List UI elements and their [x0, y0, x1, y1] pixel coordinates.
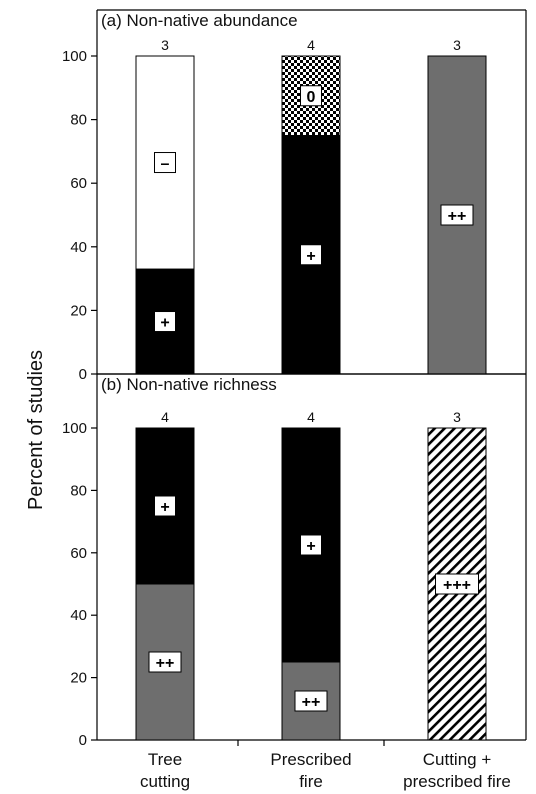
bar: +++ 3	[427, 409, 487, 741]
y-tick-label: 40	[70, 607, 87, 624]
y-tick-label: 60	[70, 175, 87, 192]
y-tick-label: 80	[70, 112, 87, 129]
category-label: Prescribed	[270, 750, 351, 769]
segment-label-box	[440, 204, 474, 226]
bar-n-label: 3	[453, 409, 461, 425]
y-tick-label: 0	[79, 366, 87, 383]
y-tick-label: 40	[70, 239, 87, 256]
bar: +++4	[135, 409, 195, 741]
bar: ++ 3	[427, 37, 487, 375]
category-label: Tree	[148, 750, 182, 769]
panel-b: (b) Non-native richness020406080100+++4+…	[62, 373, 527, 791]
segment-label-box	[300, 534, 322, 556]
panel-title: (a) Non-native abundance	[101, 11, 298, 30]
segment-label: +	[306, 248, 315, 265]
segment-label-box	[435, 573, 479, 595]
category-label: cutting	[140, 772, 190, 791]
segment-label: +	[160, 315, 169, 332]
segment-label: ++	[156, 655, 175, 672]
y-tick-label: 0	[79, 732, 87, 749]
category-label: fire	[299, 772, 323, 791]
bar-n-label: 3	[453, 37, 461, 53]
segment-label: ++	[448, 208, 467, 225]
segment-label-box	[148, 651, 182, 673]
y-tick-label: 20	[70, 670, 87, 687]
segment-label: 0	[307, 89, 316, 106]
y-tick-label: 20	[70, 302, 87, 319]
bar-n-label: 4	[307, 37, 315, 53]
segment-label: –	[161, 156, 170, 173]
segment-label: ++	[302, 694, 321, 711]
segment-label-box	[154, 311, 176, 333]
y-tick-label: 100	[62, 48, 87, 65]
y-tick-label: 100	[62, 420, 87, 437]
segment-label: +++	[443, 577, 471, 594]
segment-label-box	[154, 152, 176, 174]
bar: +0 4	[281, 37, 341, 375]
segment-label-box	[294, 690, 328, 712]
segment-label: +	[160, 499, 169, 516]
y-axis-label: Percent of studies	[25, 350, 47, 510]
segment-label-box	[300, 85, 322, 107]
bar: +++4	[281, 409, 341, 741]
panel-a: (a) Non-native abundance020406080100+–3+…	[62, 9, 527, 383]
category-label: prescribed fire	[403, 772, 511, 791]
bar: + – 3	[135, 37, 195, 375]
bar-n-label: 4	[307, 409, 315, 425]
segment-label-box	[300, 244, 322, 266]
y-tick-label: 80	[70, 482, 87, 499]
category-label: Cutting +	[423, 750, 492, 769]
segment-label: +	[306, 538, 315, 555]
y-tick-label: 60	[70, 545, 87, 562]
bar-n-label: 3	[161, 37, 169, 53]
panel-title: (b) Non-native richness	[101, 375, 277, 394]
bar-n-label: 4	[161, 409, 169, 425]
segment-label-box	[154, 495, 176, 517]
